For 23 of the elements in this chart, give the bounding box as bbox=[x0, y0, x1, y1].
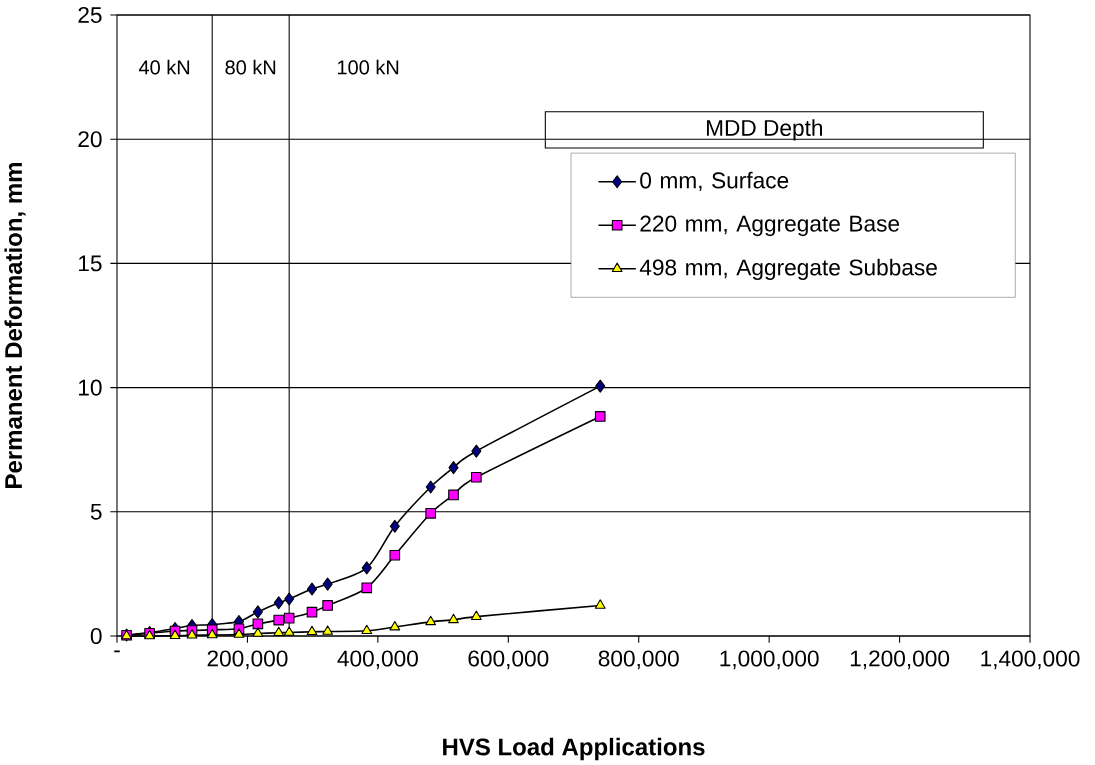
x-tick-label: - bbox=[114, 650, 120, 653]
legend-title: MDD Depth bbox=[706, 119, 823, 141]
x-tick-label: 200,000 bbox=[207, 650, 288, 670]
y-tick-label: 5 bbox=[90, 503, 102, 520]
legend-label: 498 mm, Aggregate Subbase bbox=[639, 258, 937, 280]
x-tick-label: 1,000,000 bbox=[720, 650, 819, 670]
annotation: 80 kN bbox=[225, 59, 276, 75]
annotation: 100 kN bbox=[337, 59, 399, 75]
annotation: 40 kN bbox=[138, 59, 190, 75]
y-tick-label: 25 bbox=[78, 6, 102, 24]
y-tick-label: 10 bbox=[79, 379, 102, 396]
x-tick-label: 400,000 bbox=[337, 650, 418, 670]
y-tick-label: 0 bbox=[90, 627, 102, 645]
y-axis-title: Permanent Deformation, mm bbox=[4, 162, 26, 488]
y-tick-label: 15 bbox=[79, 255, 102, 272]
x-tick-label: 600,000 bbox=[468, 650, 549, 670]
legend-label: 220 mm, Aggregate Base bbox=[640, 215, 900, 237]
x-tick-label: 1,400,000 bbox=[981, 650, 1080, 670]
x-tick-label: 1,200,000 bbox=[850, 650, 950, 670]
x-tick-label: 800,000 bbox=[598, 650, 679, 670]
legend-label: 0 mm, Surface bbox=[640, 171, 789, 192]
x-axis-title: HVS Load Applications bbox=[443, 737, 705, 761]
y-tick-label: 20 bbox=[78, 131, 102, 148]
